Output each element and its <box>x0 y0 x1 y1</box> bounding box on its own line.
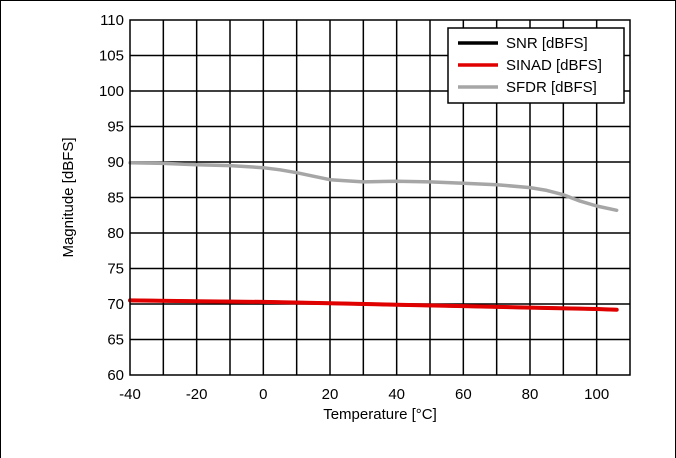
y-tick-label: 60 <box>107 367 124 384</box>
y-tick-label: 100 <box>99 83 124 100</box>
x-tick-label: -20 <box>186 386 208 403</box>
x-tick-label: 100 <box>584 386 609 403</box>
series-lines <box>128 160 619 312</box>
y-tick-label: 90 <box>107 154 124 171</box>
x-tick-label: 20 <box>322 386 339 403</box>
legend-label: SFDR [dBFS] <box>506 79 597 96</box>
y-tick-label: 80 <box>107 225 124 242</box>
y-tick-label: 85 <box>107 190 124 207</box>
y-tick-label: 70 <box>107 296 124 313</box>
x-tick-label: 80 <box>522 386 539 403</box>
series-line-1 <box>128 298 619 312</box>
legend-label: SNR [dBFS] <box>506 35 588 52</box>
x-axis-label: Temperature [°C] <box>323 406 437 423</box>
x-tick-label: -40 <box>119 386 141 403</box>
y-tick-label: 110 <box>100 12 124 29</box>
y-tick-label: 105 <box>99 48 124 65</box>
plot-area <box>129 19 631 376</box>
y-tick-label: 65 <box>107 332 124 349</box>
x-tick-label: 60 <box>455 386 472 403</box>
x-tick-label: 0 <box>259 386 267 403</box>
y-tick-label: 75 <box>107 261 124 278</box>
legend: SNR [dBFS] SINAD [dBFS] SFDR [dBFS] <box>447 27 625 104</box>
y-axis-label: Magnitude [dBFS] <box>60 137 77 257</box>
legend-label: SINAD [dBFS] <box>506 57 602 74</box>
series-line-2 <box>128 160 619 213</box>
x-tick-label: 40 <box>388 386 405 403</box>
y-tick-label: 95 <box>107 119 124 136</box>
y-tick-labels: 60 65 70 75 80 85 90 95 100 105 110 <box>99 12 124 384</box>
x-tick-labels: -40 -20 0 20 40 60 80 100 <box>119 386 609 403</box>
